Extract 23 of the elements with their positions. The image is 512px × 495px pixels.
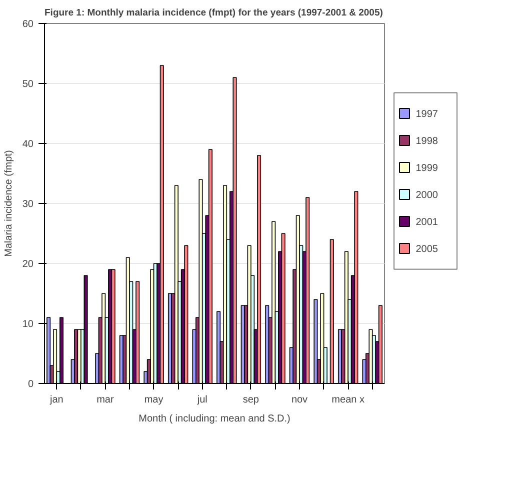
- y-tick-label: 30: [22, 199, 34, 210]
- y-tick-label: 0: [28, 379, 34, 390]
- x-tick-label: jul: [196, 394, 208, 406]
- y-axis-title: Malaria incidence (fmpt): [3, 150, 14, 257]
- y-tick-label: 50: [22, 79, 34, 90]
- chart-title: Figure 1: Monthly malaria incidence (fmpt) for the years (1997-2001 & 2005): [44, 8, 383, 18]
- legend-label: 1998: [416, 136, 438, 147]
- x-tick-label: mean x: [332, 394, 364, 406]
- y-tick-label: 20: [22, 259, 34, 270]
- y-tick-label: 40: [22, 139, 34, 150]
- x-tick-label: may: [144, 394, 164, 406]
- x-axis-title: Month ( including: mean and S.D.): [138, 414, 290, 424]
- x-tick-label: jan: [48, 394, 64, 406]
- legend-label: 1997: [416, 109, 438, 120]
- x-tick-label: mar: [96, 394, 114, 406]
- legend-label: 1999: [416, 163, 438, 174]
- legend-label: 2005: [416, 244, 438, 255]
- legend-label: 2001: [416, 217, 438, 228]
- y-tick-label: 10: [22, 319, 34, 330]
- x-tick-label: sep: [242, 394, 260, 406]
- x-tick-label: nov: [291, 394, 308, 406]
- legend-label: 2000: [416, 190, 438, 201]
- y-tick-label: 60: [22, 19, 34, 30]
